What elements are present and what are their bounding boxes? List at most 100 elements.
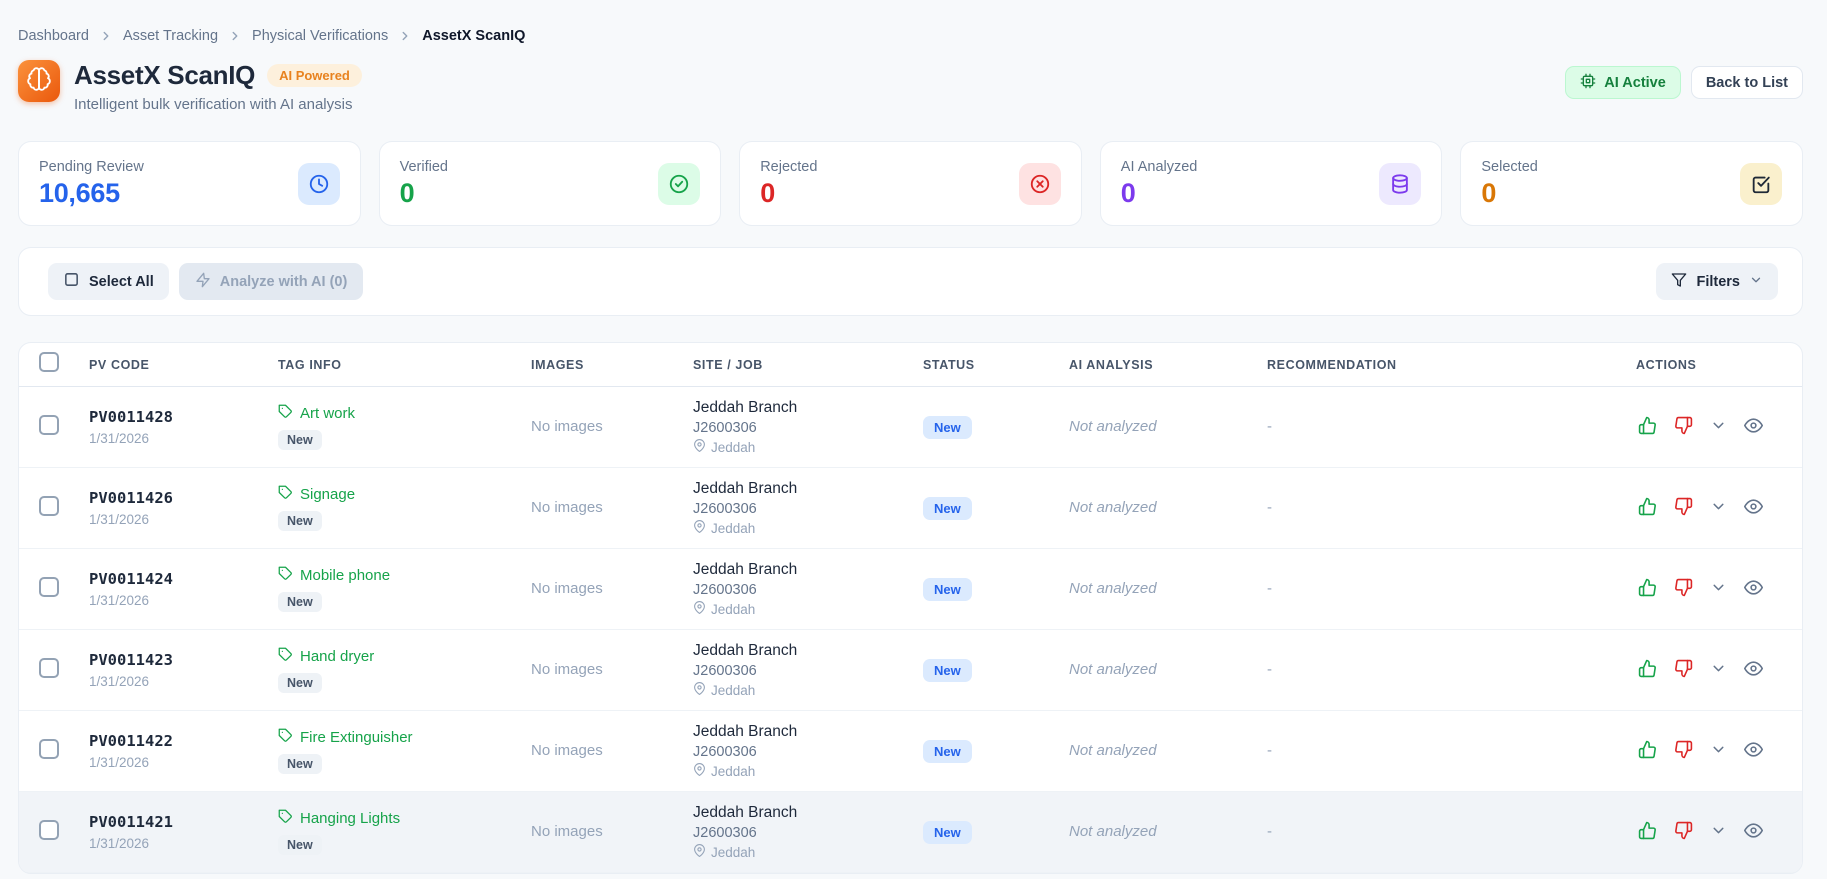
expand-row-button[interactable]: [1708, 496, 1729, 520]
recommendation-value: -: [1267, 823, 1272, 840]
thumbs-down-icon: [1674, 497, 1693, 519]
select-all-button[interactable]: Select All: [48, 263, 169, 300]
city-name: Jeddah: [711, 601, 756, 617]
expand-row-button[interactable]: [1708, 820, 1729, 844]
map-pin-icon: [693, 844, 706, 860]
view-details-button[interactable]: [1742, 819, 1765, 845]
job-code: J2600306: [693, 501, 757, 517]
view-details-button[interactable]: [1742, 657, 1765, 683]
breadcrumb-dashboard[interactable]: Dashboard: [18, 28, 89, 44]
thumbs-down-icon: [1674, 416, 1693, 438]
map-pin-icon: [693, 682, 706, 698]
map-pin-icon: [693, 520, 706, 536]
ai-powered-badge: AI Powered: [267, 64, 362, 87]
pv-code: PV0011422: [89, 732, 173, 750]
view-details-button[interactable]: [1742, 414, 1765, 440]
ai-active-button[interactable]: AI Active: [1565, 66, 1681, 99]
site-name: Jeddah Branch: [693, 723, 798, 740]
stat-label: AI Analyzed: [1120, 158, 1198, 175]
breadcrumb-asset-tracking[interactable]: Asset Tracking: [122, 28, 219, 44]
table-row[interactable]: PV0011424 1/31/2026 Mobile phone New No …: [19, 549, 1802, 630]
stat-label: Verified: [399, 158, 448, 175]
row-checkbox[interactable]: [39, 819, 59, 840]
pv-code: PV0011424: [89, 570, 173, 588]
table-row[interactable]: PV0011428 1/31/2026 Art work New No imag…: [19, 387, 1802, 468]
stat-label: Rejected: [760, 158, 818, 175]
expand-row-button[interactable]: [1708, 577, 1729, 601]
column-header-ai-analysis: AI ANALYSIS: [1069, 357, 1154, 372]
view-details-button[interactable]: [1742, 738, 1765, 764]
tag-status-badge: New: [278, 835, 322, 855]
stat-card-ai-analyzed: AI Analyzed 0: [1099, 141, 1443, 226]
pv-date: 1/31/2026: [89, 755, 150, 770]
table-row[interactable]: PV0011421 1/31/2026 Hanging Lights New N…: [19, 792, 1802, 873]
reject-button[interactable]: [1672, 819, 1695, 845]
tag-icon: [278, 728, 293, 747]
images-status: No images: [531, 742, 603, 759]
pv-date: 1/31/2026: [89, 836, 150, 851]
select-all-label: Select All: [89, 273, 154, 290]
column-header-tag-info: TAG INFO: [278, 357, 342, 372]
chevron-right-icon: [232, 31, 238, 41]
expand-row-button[interactable]: [1708, 739, 1729, 763]
row-checkbox[interactable]: [39, 738, 59, 759]
approve-button[interactable]: [1636, 495, 1659, 521]
eye-icon: [1744, 659, 1763, 681]
reject-button[interactable]: [1672, 576, 1695, 602]
stat-card-verified: Verified 0: [378, 141, 722, 226]
pv-date: 1/31/2026: [89, 593, 150, 608]
eye-icon: [1744, 821, 1763, 843]
status-badge: New: [923, 658, 972, 682]
row-checkbox[interactable]: [39, 576, 59, 597]
thumbs-up-icon: [1638, 659, 1657, 681]
approve-button[interactable]: [1636, 657, 1659, 683]
pv-code: PV0011426: [89, 489, 173, 507]
analyze-with-ai-button[interactable]: Analyze with AI (0): [178, 263, 364, 300]
checkbox-icon: [63, 271, 80, 292]
reject-button[interactable]: [1672, 414, 1695, 440]
city-name: Jeddah: [711, 439, 756, 455]
view-details-button[interactable]: [1742, 576, 1765, 602]
stat-value: 10,665: [39, 177, 120, 208]
approve-button[interactable]: [1636, 576, 1659, 602]
column-header-pv-code: PV CODE: [89, 357, 150, 372]
status-badge: New: [923, 577, 972, 601]
reject-button[interactable]: [1672, 738, 1695, 764]
reject-button[interactable]: [1672, 657, 1695, 683]
analyze-with-ai-label: Analyze with AI (0): [219, 273, 348, 290]
approve-button[interactable]: [1636, 414, 1659, 440]
thumbs-down-icon: [1674, 659, 1693, 681]
site-name: Jeddah Branch: [693, 642, 798, 659]
view-details-button[interactable]: [1742, 495, 1765, 521]
table-body: PV0011428 1/31/2026 Art work New No imag…: [19, 387, 1802, 873]
table-row[interactable]: PV0011422 1/31/2026 Fire Extinguisher Ne…: [19, 711, 1802, 792]
thumbs-up-icon: [1638, 578, 1657, 600]
approve-button[interactable]: [1636, 819, 1659, 845]
row-checkbox[interactable]: [39, 495, 59, 516]
site-name: Jeddah Branch: [693, 804, 798, 821]
table-row[interactable]: PV0011423 1/31/2026 Hand dryer New No im…: [19, 630, 1802, 711]
tag-status-badge: New: [278, 673, 322, 693]
approve-button[interactable]: [1636, 738, 1659, 764]
select-all-checkbox[interactable]: [39, 352, 59, 372]
clock-icon: [297, 162, 340, 205]
back-to-list-button[interactable]: Back to List: [1690, 66, 1803, 99]
job-code: J2600306: [693, 663, 757, 679]
tag-name: Signage: [300, 486, 356, 503]
table-row[interactable]: PV0011426 1/31/2026 Signage New No image…: [19, 468, 1802, 549]
row-checkbox[interactable]: [39, 414, 59, 435]
eye-icon: [1744, 497, 1763, 519]
expand-row-button[interactable]: [1708, 658, 1729, 682]
thumbs-up-icon: [1638, 416, 1657, 438]
breadcrumb-physical-verifications[interactable]: Physical Verifications: [252, 28, 389, 44]
row-checkbox[interactable]: [39, 657, 59, 678]
filters-button[interactable]: Filters: [1656, 263, 1778, 300]
job-code: J2600306: [693, 744, 757, 760]
images-status: No images: [531, 418, 603, 435]
map-pin-icon: [693, 763, 706, 779]
city-name: Jeddah: [711, 682, 756, 698]
reject-button[interactable]: [1672, 495, 1695, 521]
stat-value: 0: [760, 177, 775, 208]
expand-row-button[interactable]: [1708, 415, 1729, 439]
stat-card-pending-review: Pending Review 10,665: [18, 141, 361, 226]
